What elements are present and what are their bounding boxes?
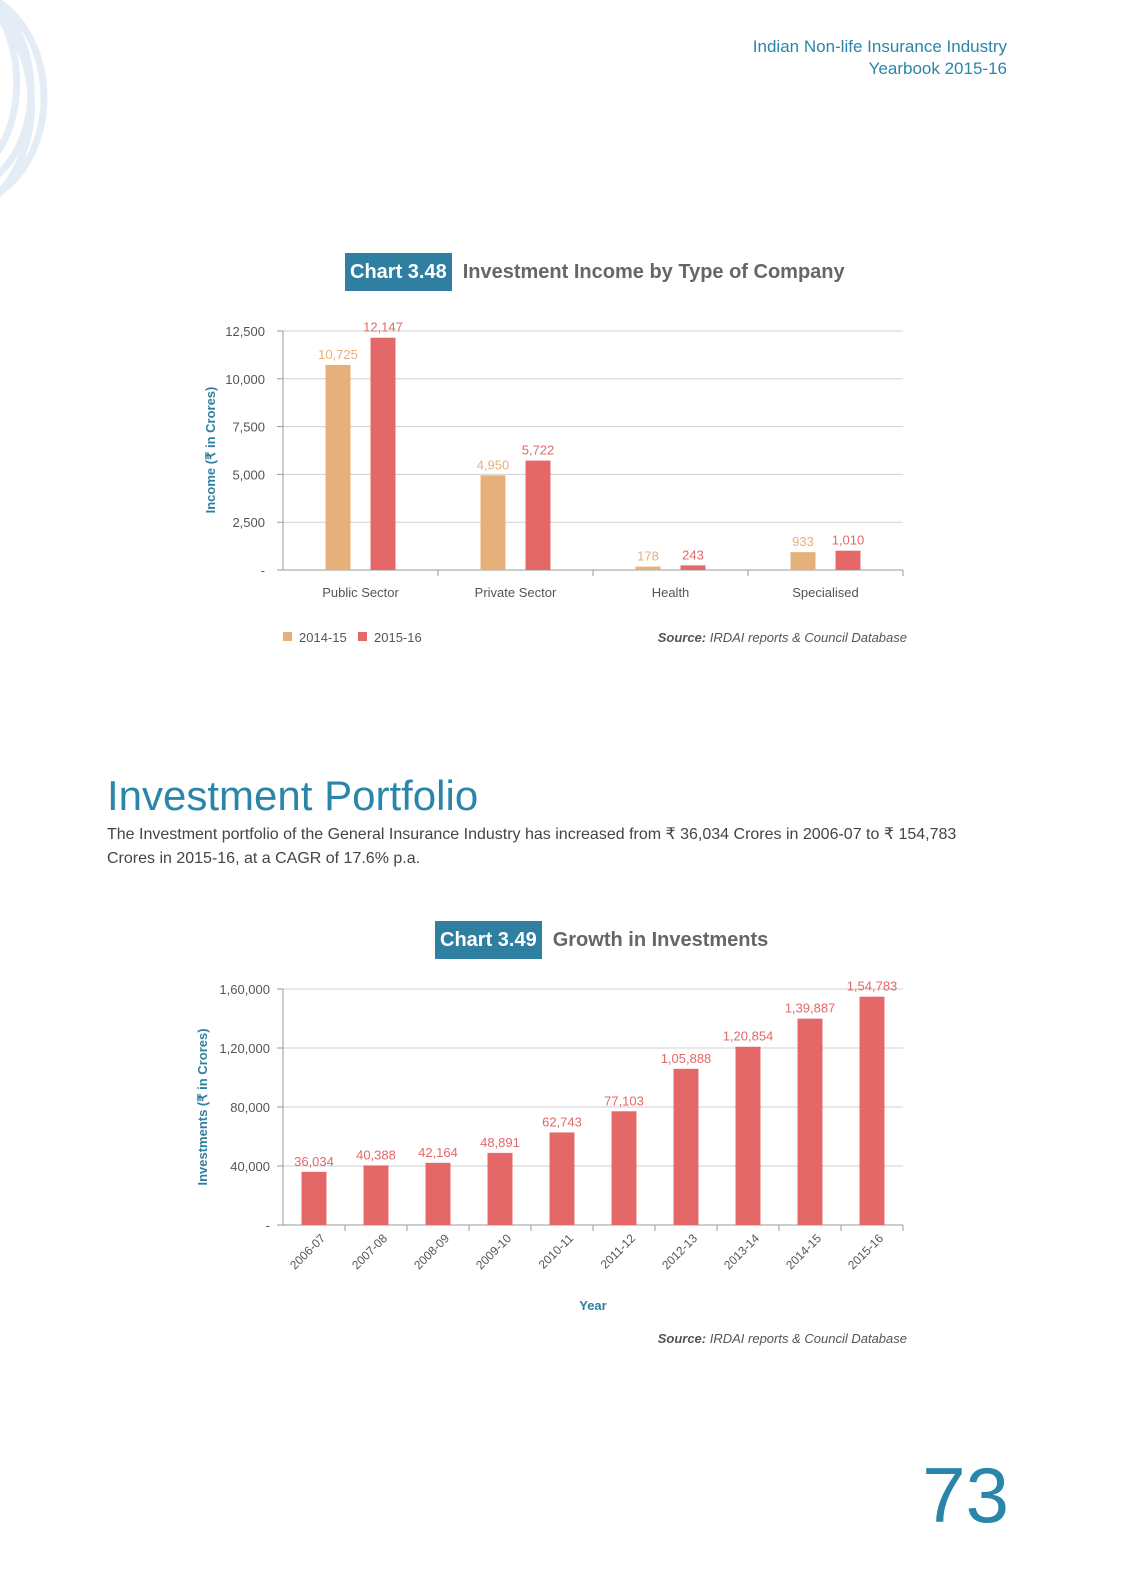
chart-2-data-label: 48,891 bbox=[480, 1135, 520, 1150]
chart-2-ytick-label: 1,60,000 bbox=[219, 982, 270, 997]
chart-2-data-label: 36,034 bbox=[294, 1154, 334, 1169]
chart-2-badge: Chart 3.49 bbox=[435, 921, 542, 959]
chart-1-source-label: Source: bbox=[657, 630, 707, 645]
chart-1-ytick-label: 12,500 bbox=[225, 324, 265, 339]
chart-2-category-label: 2009-10 bbox=[473, 1231, 514, 1272]
chart-1-title: Chart 3.48 Investment Income by Type of … bbox=[345, 253, 845, 291]
chart-2-ytick-label: 40,000 bbox=[230, 1159, 270, 1174]
chart-2-data-label: 1,20,854 bbox=[723, 1029, 774, 1044]
chart-1-bar bbox=[370, 337, 396, 570]
chart-2-growth-investments: - 40,000 80,000 1,20,000 1,60,000 36,034 2006-… bbox=[195, 979, 904, 1313]
section-heading: Investment Portfolio bbox=[107, 772, 479, 819]
decorative-arcs bbox=[0, 0, 48, 198]
chart-2-category-label: 2013-14 bbox=[721, 1231, 762, 1272]
section-body: The Investment portfolio of the General … bbox=[107, 826, 957, 867]
chart-1-ytick-label: 5,000 bbox=[232, 467, 265, 482]
chart-2-category-label: 2008-09 bbox=[411, 1231, 452, 1272]
chart-2-source-text: IRDAI reports & Council Database bbox=[709, 1331, 907, 1346]
chart-2-category-label: 2010-11 bbox=[536, 1231, 577, 1272]
chart-2-bar bbox=[301, 1171, 327, 1225]
chart-1-bar bbox=[635, 566, 661, 570]
chart-1-data-label: 5,722 bbox=[522, 443, 555, 458]
chart-1-data-label: 933 bbox=[792, 534, 814, 549]
chart-2-ytick-label: - bbox=[266, 1218, 270, 1233]
chart-2-title: Chart 3.49 Growth in Investments bbox=[435, 921, 768, 959]
chart-1-data-label: 12,147 bbox=[363, 320, 403, 335]
chart-1-bar bbox=[525, 460, 551, 570]
chart-1-ytick-label: 7,500 bbox=[232, 420, 265, 435]
chart-2-bar bbox=[611, 1111, 637, 1225]
chart-1-source: Source: IRDAI reports & Council Database bbox=[658, 630, 907, 645]
chart-1-legend-label: 2015-16 bbox=[374, 630, 422, 645]
chart-2-bar bbox=[735, 1046, 761, 1225]
chart-2-bar bbox=[859, 996, 885, 1225]
chart-2-data-label: 62,743 bbox=[542, 1114, 582, 1129]
chart-1-investment-income: - 2,500 5,000 7,500 10,000 12,500 Public Secto… bbox=[203, 320, 904, 645]
chart-1-data-label: 243 bbox=[682, 547, 704, 562]
chart-2-ytick-label: 1,20,000 bbox=[219, 1041, 270, 1056]
chart-1-name: Investment Income by Type of Company bbox=[462, 260, 845, 283]
chart-2-data-label: 40,388 bbox=[356, 1147, 396, 1162]
page-number: 73 bbox=[922, 1451, 1009, 1539]
header-line-2: Yearbook 2015-16 bbox=[868, 59, 1007, 78]
chart-2-category-label: 2015-16 bbox=[845, 1231, 886, 1272]
chart-1-ytick-label: - bbox=[261, 563, 265, 578]
chart-2-name: Growth in Investments bbox=[552, 928, 769, 951]
chart-1-data-label: 178 bbox=[637, 549, 659, 564]
chart-1-data-label: 10,725 bbox=[318, 347, 358, 362]
chart-1-bar bbox=[680, 565, 706, 570]
chart-2-source-label: Source: bbox=[657, 1331, 707, 1346]
chart-1-ytick-label: 2,500 bbox=[232, 515, 265, 530]
page-header: Indian Non-life Insurance Industry Yearb… bbox=[753, 36, 1007, 80]
chart-2-data-label: 1,54,783 bbox=[847, 979, 898, 994]
chart-1-category-label: Private Sector bbox=[475, 585, 557, 600]
chart-1-badge: Chart 3.48 bbox=[345, 253, 452, 291]
chart-2-bar bbox=[363, 1165, 389, 1225]
chart-2-data-label: 1,05,888 bbox=[661, 1051, 712, 1066]
chart-1-category-label: Public Sector bbox=[322, 585, 399, 600]
chart-1-legend-swatch bbox=[283, 632, 292, 641]
chart-1-ylabel: Income (₹ in Crores) bbox=[203, 387, 218, 514]
chart-2-category-label: 2012-13 bbox=[659, 1231, 700, 1272]
chart-1-source-text: IRDAI reports & Council Database bbox=[709, 630, 907, 645]
chart-1-category-label: Specialised bbox=[792, 585, 859, 600]
chart-2-ylabel: Investments (₹ in Crores) bbox=[195, 1028, 210, 1185]
chart-2-source: Source: IRDAI reports & Council Database bbox=[658, 1331, 907, 1346]
chart-2-category-label: 2014-15 bbox=[783, 1231, 824, 1272]
chart-2-bar bbox=[549, 1132, 575, 1225]
chart-2-category-label: 2011-12 bbox=[598, 1231, 639, 1272]
chart-2-xlabel: Year bbox=[579, 1298, 606, 1313]
chart-2-data-label: 77,103 bbox=[604, 1093, 644, 1108]
chart-2-bar bbox=[425, 1162, 451, 1225]
chart-1-ytick-label: 10,000 bbox=[225, 372, 265, 387]
chart-2-bar bbox=[797, 1018, 823, 1225]
header-line-1: Indian Non-life Insurance Industry bbox=[752, 37, 1007, 56]
chart-1-data-label: 4,950 bbox=[477, 457, 510, 472]
chart-1-bar bbox=[480, 475, 506, 570]
chart-2-ytick-label: 80,000 bbox=[230, 1100, 270, 1115]
chart-2-category-label: 2006-07 bbox=[287, 1231, 328, 1272]
chart-1-category-label: Health bbox=[652, 585, 690, 600]
chart-2-data-label: 42,164 bbox=[418, 1145, 458, 1160]
chart-1-bar bbox=[790, 552, 816, 570]
chart-1-bar bbox=[325, 364, 351, 570]
chart-2-data-label: 1,39,887 bbox=[785, 1001, 836, 1016]
chart-1-data-label: 1,010 bbox=[832, 533, 865, 548]
chart-2-bar bbox=[673, 1068, 699, 1225]
chart-2-bar bbox=[487, 1152, 513, 1225]
chart-2-category-label: 2007-08 bbox=[349, 1231, 390, 1272]
chart-1-legend-label: 2014-15 bbox=[299, 630, 347, 645]
chart-1-bar bbox=[835, 550, 861, 570]
chart-1-legend-swatch bbox=[358, 632, 367, 641]
